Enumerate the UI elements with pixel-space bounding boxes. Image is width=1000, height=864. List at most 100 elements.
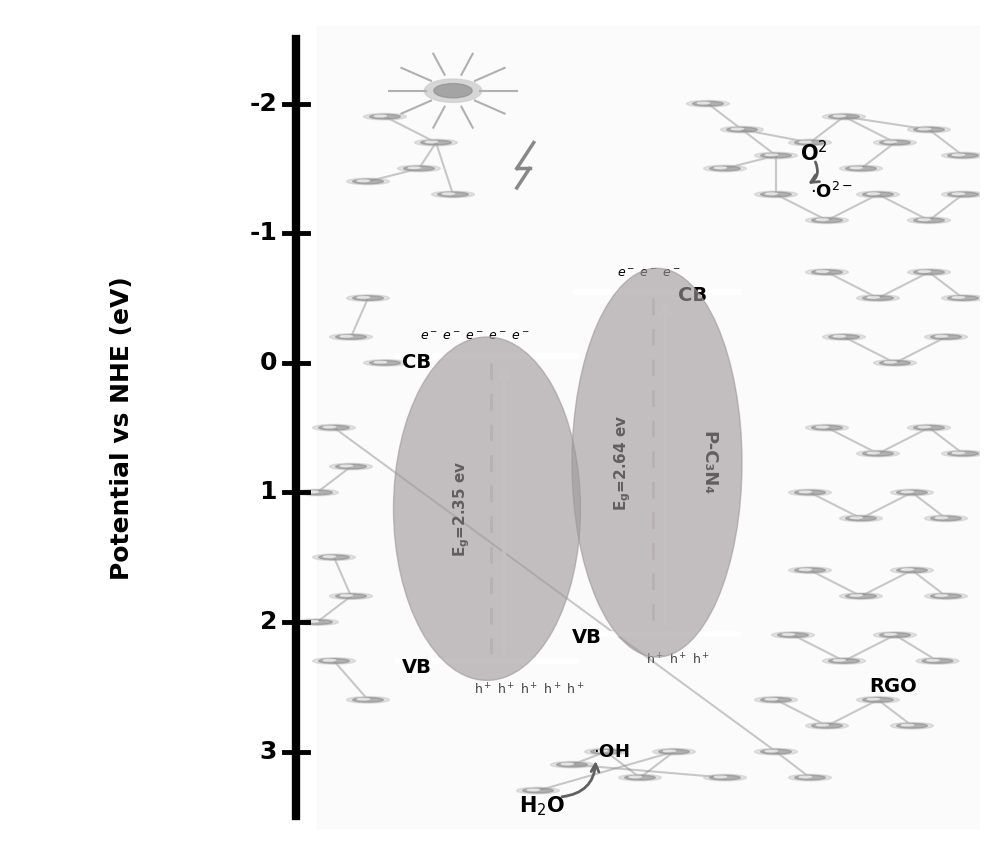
Circle shape — [812, 723, 842, 728]
Circle shape — [330, 334, 372, 340]
Circle shape — [880, 360, 910, 365]
Circle shape — [704, 774, 746, 781]
Circle shape — [806, 269, 848, 276]
Circle shape — [952, 193, 965, 194]
Circle shape — [806, 722, 848, 729]
Circle shape — [693, 101, 723, 106]
Ellipse shape — [434, 84, 472, 98]
Circle shape — [755, 152, 797, 159]
Circle shape — [353, 179, 383, 184]
Circle shape — [948, 153, 978, 158]
Circle shape — [891, 489, 933, 496]
Circle shape — [323, 426, 336, 428]
Circle shape — [663, 750, 676, 752]
Circle shape — [585, 748, 627, 755]
Circle shape — [908, 269, 950, 276]
Circle shape — [374, 361, 387, 363]
Circle shape — [850, 517, 863, 518]
Circle shape — [925, 593, 967, 600]
Text: -1: -1 — [249, 221, 277, 245]
Circle shape — [330, 463, 372, 470]
Circle shape — [863, 451, 893, 456]
Text: $\mathbf{E_g}$=2.35 ev: $\mathbf{E_g}$=2.35 ev — [451, 461, 472, 557]
Circle shape — [625, 775, 655, 780]
Circle shape — [880, 632, 910, 638]
Circle shape — [357, 296, 370, 298]
Circle shape — [313, 554, 355, 561]
Circle shape — [296, 619, 338, 626]
Circle shape — [714, 167, 727, 168]
Text: h$^+$ h$^+$ h$^+$ h$^+$ h$^+$: h$^+$ h$^+$ h$^+$ h$^+$ h$^+$ — [474, 682, 585, 697]
Circle shape — [935, 517, 948, 518]
Circle shape — [952, 154, 965, 156]
Circle shape — [364, 359, 406, 366]
Circle shape — [867, 698, 880, 700]
Circle shape — [710, 166, 740, 171]
Circle shape — [629, 776, 642, 778]
Circle shape — [867, 452, 880, 454]
Circle shape — [850, 594, 863, 596]
Circle shape — [765, 154, 778, 156]
Circle shape — [874, 359, 916, 366]
Ellipse shape — [424, 79, 482, 103]
Circle shape — [795, 490, 825, 495]
Circle shape — [595, 750, 608, 752]
Circle shape — [948, 192, 978, 197]
Circle shape — [653, 748, 695, 755]
Text: O$^2$: O$^2$ — [800, 140, 828, 166]
Circle shape — [765, 698, 778, 700]
Circle shape — [908, 217, 950, 224]
Circle shape — [857, 295, 899, 302]
Circle shape — [942, 295, 984, 302]
Circle shape — [772, 632, 814, 638]
Bar — [317, 26, 980, 829]
Circle shape — [313, 658, 355, 664]
Circle shape — [765, 750, 778, 752]
Circle shape — [850, 167, 863, 168]
Circle shape — [863, 192, 893, 197]
Circle shape — [857, 191, 899, 198]
Circle shape — [931, 516, 961, 521]
Text: H$_2$O: H$_2$O — [519, 794, 565, 818]
Circle shape — [812, 425, 842, 430]
Circle shape — [404, 166, 434, 171]
Circle shape — [799, 569, 812, 570]
Circle shape — [925, 515, 967, 522]
Circle shape — [795, 775, 825, 780]
Circle shape — [863, 295, 893, 301]
Circle shape — [319, 658, 349, 664]
Circle shape — [857, 696, 899, 703]
Circle shape — [398, 165, 440, 172]
Circle shape — [918, 219, 931, 220]
Circle shape — [829, 334, 859, 340]
Circle shape — [927, 659, 939, 661]
Circle shape — [901, 569, 914, 570]
Circle shape — [517, 787, 559, 794]
Circle shape — [340, 594, 353, 596]
Circle shape — [795, 140, 825, 145]
Circle shape — [727, 127, 757, 132]
Circle shape — [897, 568, 927, 573]
Circle shape — [867, 296, 880, 298]
Circle shape — [914, 218, 944, 223]
Text: CB: CB — [402, 353, 431, 372]
Text: CB: CB — [678, 286, 707, 304]
Circle shape — [557, 762, 587, 767]
Circle shape — [918, 128, 931, 130]
Circle shape — [799, 491, 812, 492]
Circle shape — [897, 723, 927, 728]
Circle shape — [812, 218, 842, 223]
Circle shape — [846, 594, 876, 599]
Circle shape — [952, 296, 965, 298]
Circle shape — [840, 515, 882, 522]
Circle shape — [523, 788, 553, 793]
Circle shape — [908, 424, 950, 431]
Circle shape — [922, 658, 953, 664]
Circle shape — [816, 426, 829, 428]
Text: RGO: RGO — [870, 677, 917, 696]
Circle shape — [302, 490, 332, 495]
Circle shape — [806, 217, 848, 224]
Circle shape — [347, 696, 389, 703]
Circle shape — [916, 658, 959, 664]
Circle shape — [415, 139, 457, 146]
